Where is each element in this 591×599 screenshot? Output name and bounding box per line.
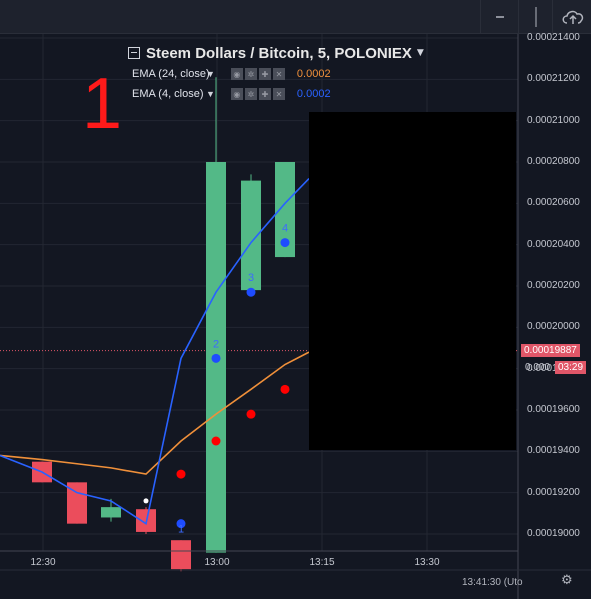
countdown-badge: 03:29 bbox=[555, 361, 587, 374]
ema4-line bbox=[0, 177, 310, 525]
candle-body bbox=[171, 540, 191, 570]
collapse-icon[interactable] bbox=[128, 47, 140, 59]
gear-icon[interactable]: ✲ bbox=[244, 68, 257, 80]
current-price-partial: 0.000 bbox=[525, 362, 551, 373]
ema4-marker-label: 2 bbox=[213, 338, 219, 350]
price-tick-label: 0.00020000 bbox=[527, 321, 580, 333]
top-toolbar bbox=[0, 0, 591, 34]
ema4-marker-label: 3 bbox=[248, 272, 254, 284]
chevron-down-icon[interactable]: ▼ bbox=[206, 89, 215, 99]
bar-icon bbox=[535, 6, 537, 27]
ema24-marker bbox=[280, 384, 290, 394]
price-tick-label: 0.00019800 bbox=[527, 362, 580, 374]
symbol-title: Steem Dollars / Bitcoin, 5, POLONIEX bbox=[146, 44, 412, 62]
ema4-marker bbox=[176, 519, 186, 529]
ema4-marker bbox=[280, 238, 290, 248]
gear-icon[interactable]: ✲ bbox=[244, 88, 257, 100]
ema24-marker bbox=[176, 469, 186, 479]
price-tick-label: 0.00019200 bbox=[527, 486, 580, 498]
ema4-marker-label: 4 bbox=[282, 223, 288, 235]
annotation-number: 1 bbox=[82, 64, 123, 144]
indicator-name: EMA (4, close) bbox=[132, 88, 204, 100]
current-price-tag: 0.00019887 bbox=[521, 344, 580, 357]
price-tick-label: 0.00019000 bbox=[527, 528, 580, 539]
legend-title-row[interactable]: Steem Dollars / Bitcoin, 5, POLONIEX ▼ bbox=[128, 42, 424, 64]
eye-icon[interactable]: ◉ bbox=[230, 68, 243, 80]
indicator-name: EMA (24, close) bbox=[132, 68, 210, 80]
eye-icon[interactable]: ◉ bbox=[230, 88, 243, 100]
chart-legend: Steem Dollars / Bitcoin, 5, POLONIEX ▼ E… bbox=[128, 42, 424, 104]
close-icon[interactable]: ✕ bbox=[272, 88, 285, 100]
price-tick-label: 0.00020400 bbox=[527, 238, 580, 250]
chevron-down-icon[interactable]: ▼ bbox=[206, 69, 215, 79]
ema24-line bbox=[0, 351, 310, 475]
time-tick-label: 13:30 bbox=[414, 557, 440, 568]
price-tick-label: 0.00019400 bbox=[527, 445, 580, 457]
ema4-marker bbox=[246, 287, 256, 297]
indicator-value: 0.0002 bbox=[296, 68, 331, 80]
plus-icon[interactable]: ✚ bbox=[258, 68, 271, 80]
time-tick-label: 12:30 bbox=[30, 557, 56, 568]
gear-icon: ⚙ bbox=[561, 573, 573, 588]
cloud-upload-icon bbox=[562, 10, 583, 24]
price-tick-label: 0.00021000 bbox=[527, 114, 580, 126]
redacted-overlay bbox=[309, 112, 516, 450]
price-tick-label: 0.00021200 bbox=[527, 73, 580, 85]
price-tick-label: 0.00020200 bbox=[527, 280, 580, 291]
indicator-ema24-row[interactable]: EMA (24, close) ▼ ◉ ✲ ✚ ✕ 0.0002 bbox=[128, 64, 424, 84]
ema4-marker bbox=[211, 353, 221, 363]
ema4-point bbox=[143, 498, 149, 504]
ema24-marker bbox=[211, 436, 221, 446]
close-icon[interactable]: ✕ bbox=[272, 68, 285, 80]
plus-icon[interactable]: ✚ bbox=[258, 88, 271, 100]
time-tick-label: 13:00 bbox=[204, 557, 230, 568]
price-tick-label: 0.00021400 bbox=[527, 32, 580, 43]
time-tick-label: 13:15 bbox=[309, 557, 335, 568]
ema24-marker bbox=[246, 409, 256, 419]
candle-body bbox=[241, 180, 261, 291]
clock-readout[interactable]: 13:41:30 (Uto bbox=[462, 577, 523, 588]
price-tick-label: 0.00020600 bbox=[527, 197, 580, 209]
price-tick-label: 0.00020800 bbox=[527, 156, 580, 167]
ema4-marker-label: 1 bbox=[178, 524, 184, 536]
candle-body bbox=[67, 482, 87, 524]
publish-button[interactable] bbox=[552, 0, 591, 33]
arrow-icon bbox=[496, 15, 504, 18]
candle-body bbox=[101, 507, 121, 518]
snapshot-button[interactable] bbox=[518, 0, 553, 33]
chevron-down-icon[interactable]: ▼ bbox=[416, 48, 424, 58]
price-tick-label: 0.00019600 bbox=[527, 404, 580, 415]
indicator-ema4-row[interactable]: EMA (4, close) ▼ ◉ ✲ ✚ ✕ 0.0002 bbox=[128, 84, 424, 104]
indicator-value: 0.0002 bbox=[296, 88, 331, 100]
settings-gear-button[interactable]: ⚙ bbox=[561, 573, 573, 588]
candle-body bbox=[275, 162, 295, 258]
toolbar-menu-button[interactable] bbox=[480, 0, 519, 33]
